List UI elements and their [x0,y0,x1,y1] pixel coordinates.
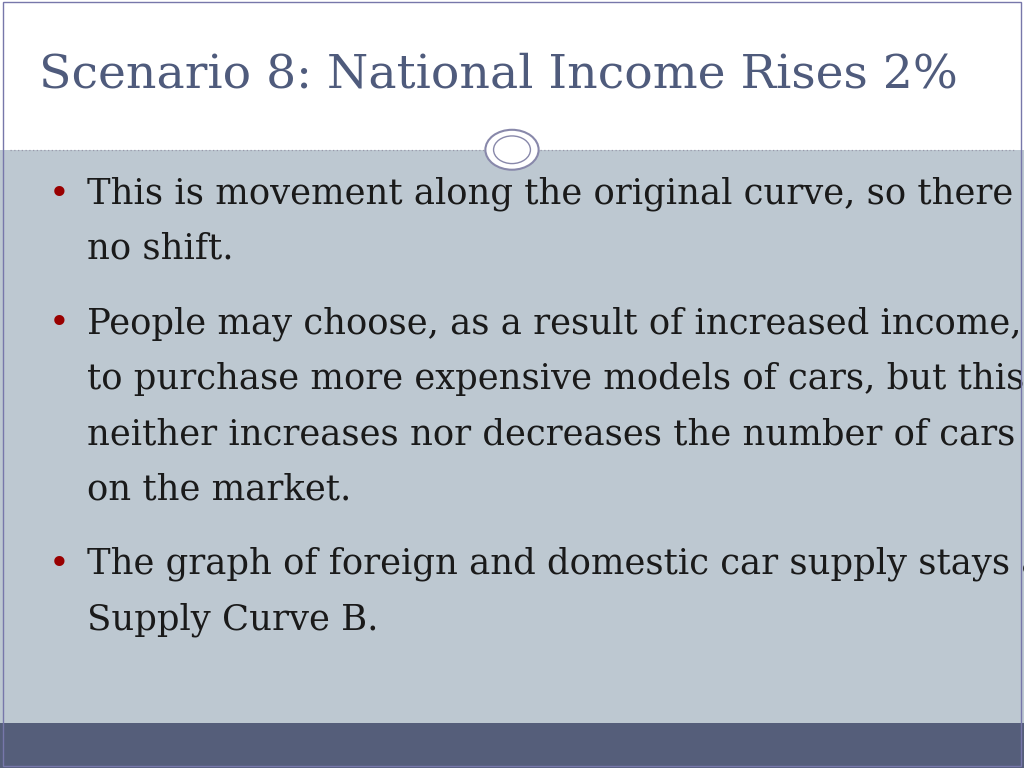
Text: no shift.: no shift. [87,232,233,266]
Text: •: • [49,306,70,340]
Text: People may choose, as a result of increased income,: People may choose, as a result of increa… [87,306,1022,341]
Text: Scenario 8: National Income Rises 2%: Scenario 8: National Income Rises 2% [39,52,957,98]
Text: to purchase more expensive models of cars, but this: to purchase more expensive models of car… [87,362,1024,396]
Bar [0,150,1024,723]
Text: •: • [49,547,70,581]
Bar [0,723,1024,768]
Text: neither increases nor decreases the number of cars: neither increases nor decreases the numb… [87,417,1016,451]
Text: The graph of foreign and domestic car supply stays at: The graph of foreign and domestic car su… [87,547,1024,581]
Text: on the market.: on the market. [87,472,351,506]
Bar [0,0,1024,150]
Text: •: • [49,177,70,210]
Circle shape [485,130,539,170]
Text: This is movement along the original curve, so there is: This is movement along the original curv… [87,177,1024,211]
Text: Supply Curve B.: Supply Curve B. [87,602,379,637]
